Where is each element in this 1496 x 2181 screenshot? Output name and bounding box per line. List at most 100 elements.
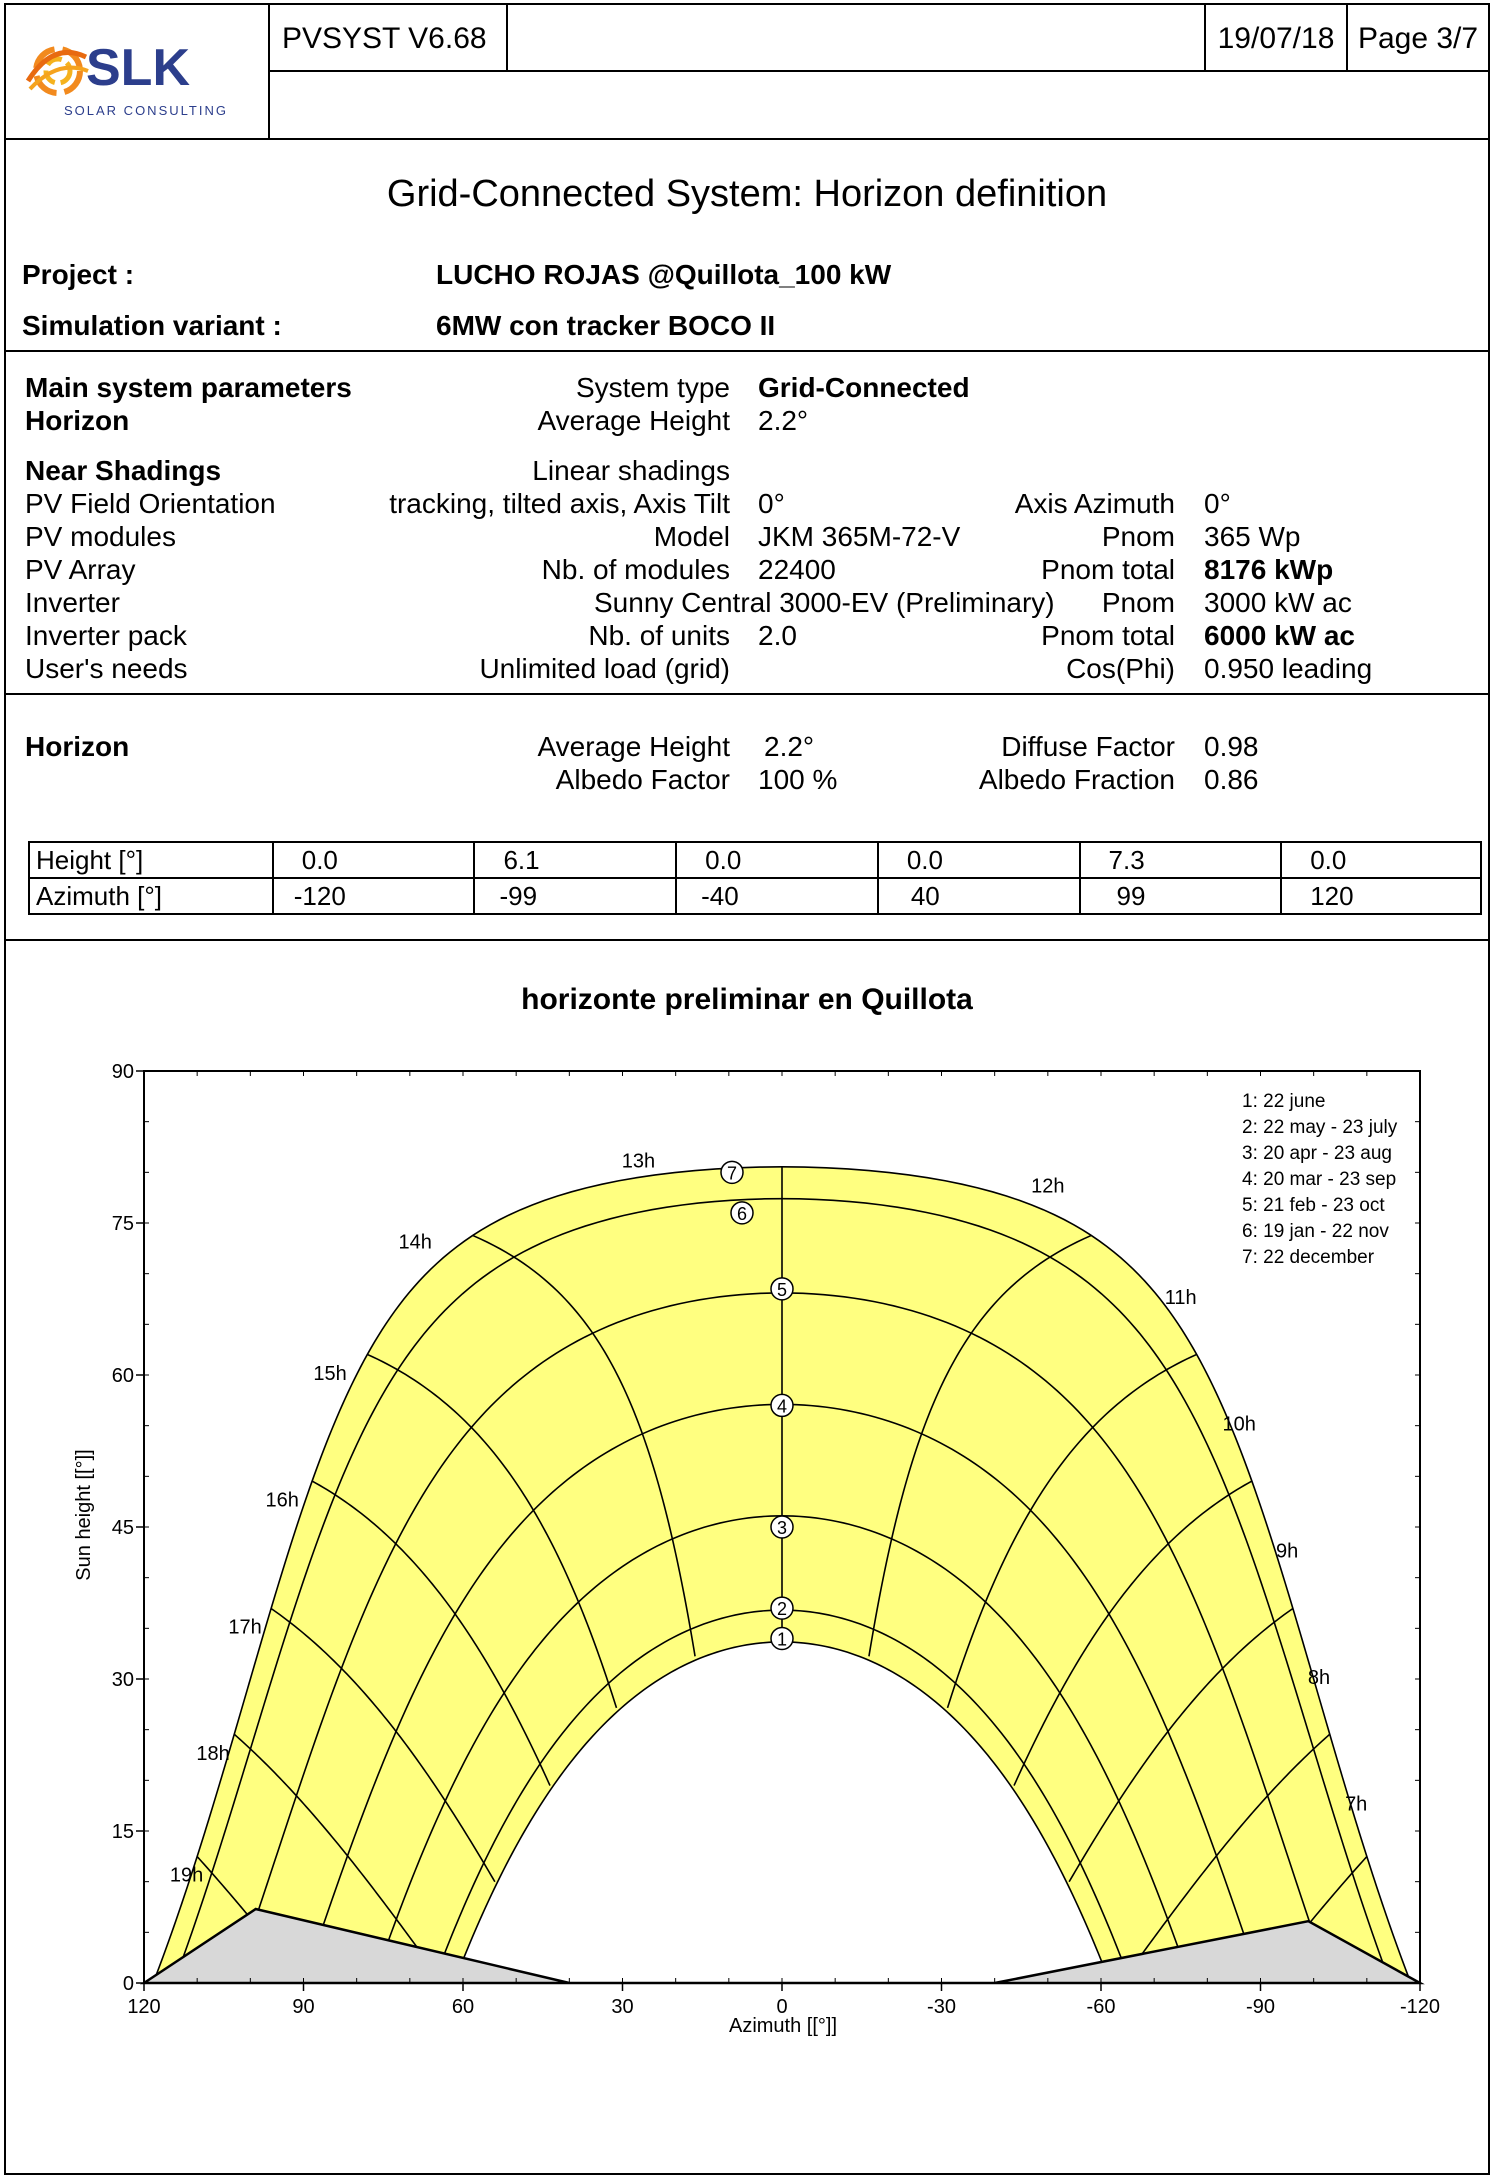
axis-azimuth-value: 0°: [1204, 488, 1231, 519]
nb-modules-value: 22400: [758, 554, 836, 585]
variant-value: 6MW con tracker BOCO II: [436, 310, 776, 341]
main-params-label: Main system parameters: [25, 372, 352, 403]
legend-entry: 3: 20 apr - 23 aug: [1242, 1143, 1392, 1164]
horizon-avg-height-value: 2.2°: [764, 731, 815, 762]
horizon-section-label: Horizon: [25, 731, 130, 762]
y-axis-label: Sun height [[°]]: [73, 1449, 95, 1580]
hour-curve: [1013, 1480, 1253, 1786]
cosphi-value: 0.950 leading: [1204, 653, 1373, 684]
y-tick-label: 75: [112, 1213, 134, 1235]
diffuse-factor-label: Diffuse Factor: [1001, 731, 1175, 762]
legend-entry: 1: 22 june: [1242, 1091, 1325, 1112]
date-marker: [770, 1626, 794, 1651]
report-page: SLK SOLAR CONSULTING PVSYST V6.68 19/07/…: [4, 3, 1490, 2175]
pnom-label: Pnom: [1101, 521, 1175, 552]
date-marker-label: 1: [777, 1629, 787, 1649]
table-header-cell: Azimuth [°]: [28, 877, 274, 915]
pv-field-label: PV Field Orientation: [25, 488, 276, 519]
x-tick-label: 90: [292, 1996, 314, 2018]
table-cell: 99: [1078, 877, 1283, 915]
inverter-value: Sunny Central 3000-EV (Preliminary): [594, 587, 1055, 618]
table-cell: 6.1: [473, 841, 678, 879]
table-cell: -99: [473, 877, 678, 915]
inverter-pack-label: Inverter pack: [25, 620, 187, 651]
y-tick-label: 90: [112, 1061, 134, 1083]
hour-curve: [1068, 1607, 1294, 1883]
hour-label: 18h: [196, 1743, 229, 1765]
legend-entry: 5: 21 feb - 23 oct: [1242, 1195, 1385, 1216]
table-row: Azimuth [°] -120 -99 -40 40 99 120: [28, 877, 1482, 915]
table-cell: -40: [675, 877, 879, 915]
date-marker: [770, 1277, 794, 1301]
divider: [6, 350, 1488, 352]
variant-label: Simulation variant :: [22, 310, 282, 341]
date-marker: [720, 1160, 744, 1185]
x-tick-label: 30: [611, 1996, 633, 2018]
inverter-label: Inverter: [25, 587, 120, 618]
avg-height-value: 2.2°: [758, 405, 809, 436]
table-cell: 0.0: [271, 841, 476, 879]
x-tick-label: -60: [1087, 1996, 1116, 2018]
hour-label: 15h: [313, 1363, 346, 1385]
hour-label: 13h: [622, 1150, 655, 1172]
hour-curve: [472, 1234, 696, 1657]
y-tick-label: 60: [112, 1365, 134, 1387]
albedo-factor-value: 100 %: [758, 764, 838, 795]
albedo-fraction-value: 0.86: [1204, 764, 1259, 795]
x-tick-label: -90: [1246, 1996, 1275, 2018]
pnom-total-label: Pnom total: [1041, 554, 1175, 585]
date-marker: [770, 1515, 794, 1539]
date-marker-label: 5: [777, 1280, 787, 1300]
hour-label: 19h: [170, 1865, 203, 1887]
nb-units-value: 2.0: [758, 620, 797, 651]
x-tick-label: 0: [776, 1996, 787, 2018]
y-tick-label: 15: [112, 1821, 134, 1843]
pnom-total-value: 8176 kWp: [1204, 554, 1334, 585]
hour-label: 16h: [266, 1490, 299, 1512]
hour-curve: [233, 1733, 443, 1983]
x-tick-label: 60: [452, 1996, 474, 2018]
software-version: PVSYST V6.68: [268, 5, 508, 72]
horizon-table: Height [°] 0.0 6.1 0.0 0.0 7.3 0.0 Azimu…: [28, 841, 1482, 915]
hour-label: 9h: [1276, 1540, 1298, 1562]
table-cell: 40: [876, 877, 1081, 915]
hour-curve: [367, 1353, 618, 1709]
albedo-factor-label: Albedo Factor: [555, 764, 730, 795]
table-cell: -120: [271, 877, 476, 915]
x-tick-label: -120: [1400, 1996, 1440, 2018]
near-shadings-value: Linear shadings: [532, 455, 730, 486]
logo-tagline: SOLAR CONSULTING: [64, 103, 228, 118]
date-marker-label: 6: [737, 1204, 747, 1224]
table-header-cell: Height [°]: [28, 841, 274, 879]
system-type-value: Grid-Connected: [758, 372, 970, 403]
axis-tilt-value: 0°: [758, 488, 785, 519]
axis-azimuth-label: Axis Azimuth: [1014, 488, 1175, 519]
hour-curve: [868, 1234, 1092, 1657]
table-cell: 0.0: [675, 841, 879, 879]
albedo-fraction-label: Albedo Fraction: [978, 764, 1175, 795]
model-label: Model: [653, 521, 730, 552]
table-cell: 0.0: [1280, 841, 1482, 879]
table-cell: 120: [1280, 877, 1482, 915]
y-tick-label: 30: [112, 1669, 134, 1691]
date-marker-label: 2: [777, 1599, 787, 1619]
divider: [6, 939, 1488, 941]
system-type-label: System type: [575, 372, 730, 403]
hour-label: 14h: [398, 1231, 431, 1253]
divider: [6, 138, 1488, 140]
sun-logo-icon: SLK SOLAR CONSULTING: [25, 39, 228, 118]
hour-label: 17h: [228, 1616, 261, 1638]
pv-modules-label: PV modules: [25, 521, 176, 552]
diffuse-factor-value: 0.98: [1204, 731, 1259, 762]
legend-entry: 2: 22 may - 23 july: [1242, 1117, 1398, 1138]
divider: [6, 693, 1488, 695]
pv-field-value: tracking, tilted axis, Axis Tilt: [389, 488, 730, 519]
date-marker-label: 4: [777, 1396, 787, 1416]
inverter-pnom-label: Pnom: [1101, 587, 1175, 618]
hour-label: 7h: [1345, 1794, 1367, 1816]
legend-entry: 7: 22 december: [1242, 1247, 1375, 1268]
page-number: Page 3/7: [1348, 5, 1488, 72]
date-marker: [770, 1393, 794, 1418]
x-tick-label: 120: [127, 1996, 160, 2018]
